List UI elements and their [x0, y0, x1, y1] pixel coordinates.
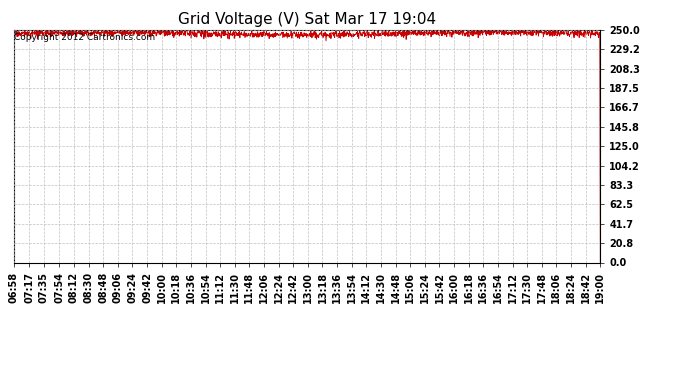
Title: Grid Voltage (V) Sat Mar 17 19:04: Grid Voltage (V) Sat Mar 17 19:04 [178, 12, 436, 27]
Text: Copyright 2012 Cartronics.com: Copyright 2012 Cartronics.com [14, 33, 155, 42]
